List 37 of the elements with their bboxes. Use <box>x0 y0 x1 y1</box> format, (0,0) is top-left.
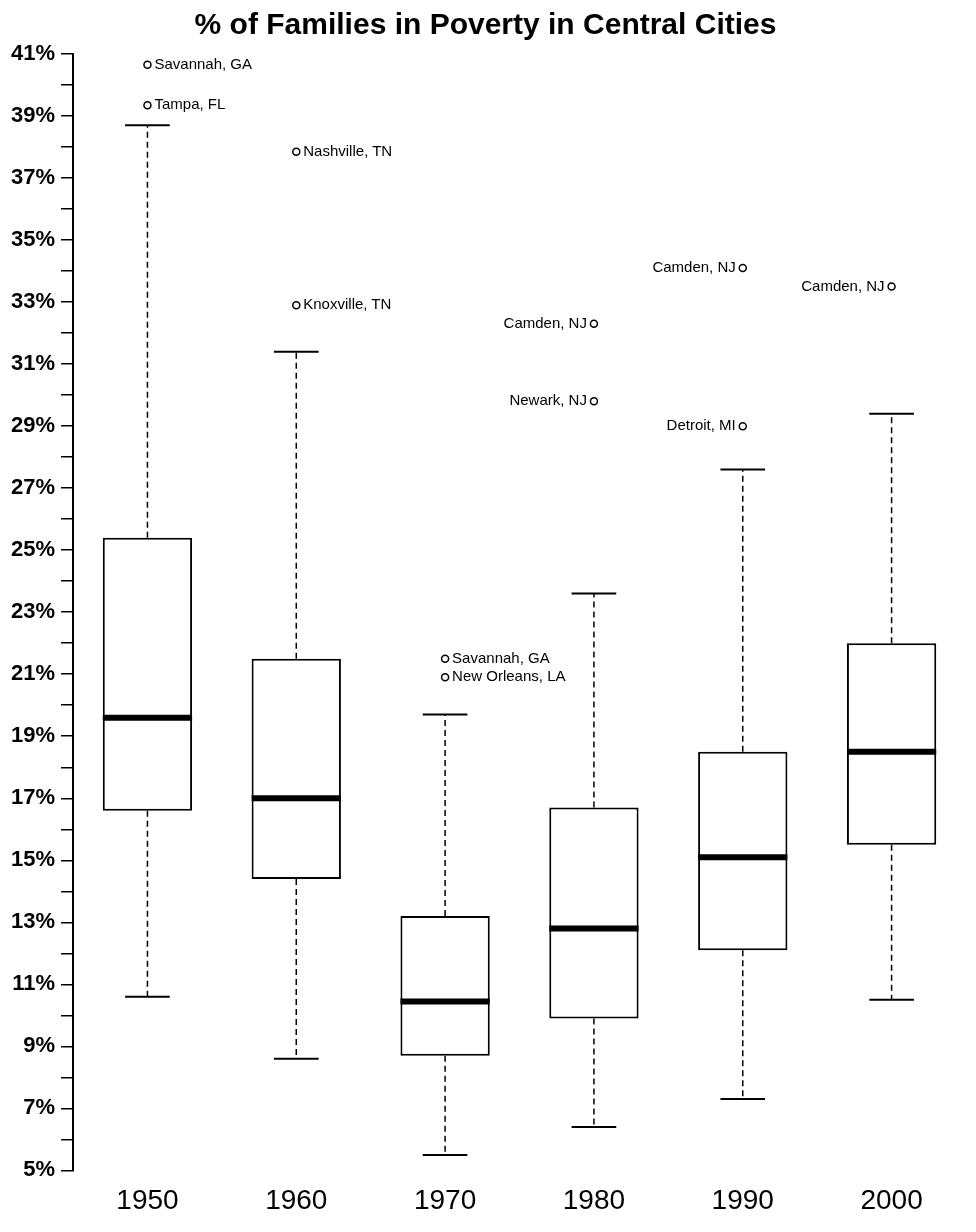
annotation: Savannah, GA <box>452 648 550 666</box>
x-tick-label: 1990 <box>711 1183 774 1215</box>
chart-title: % of Families in Poverty in Central Cities <box>194 7 777 41</box>
annotation: Newark, NJ <box>509 391 587 409</box>
y-tick-label: 13% <box>10 908 56 934</box>
x-tick-label: 2000 <box>860 1183 923 1215</box>
y-tick-label: 15% <box>10 846 56 872</box>
y-tick-label: 39% <box>10 102 56 128</box>
y-tick-label: 11% <box>12 970 56 996</box>
annotation: Knoxville, TN <box>303 295 392 313</box>
y-tick-label: 33% <box>10 288 56 314</box>
y-tick-label: 5% <box>23 1156 56 1182</box>
x-tick-label: 1960 <box>265 1183 328 1215</box>
x-tick-label: 1950 <box>116 1183 179 1215</box>
annotation: Tampa, FL <box>154 95 226 113</box>
y-tick-label: 41% <box>10 40 56 66</box>
y-tick-label: 37% <box>10 164 56 190</box>
y-tick-label: 27% <box>10 474 56 500</box>
x-tick-label: 1980 <box>562 1183 626 1215</box>
annotation: Nashville, TN <box>303 141 393 159</box>
y-tick-label: 29% <box>10 412 56 438</box>
y-tick-label: 23% <box>10 598 56 624</box>
x-tick-label: 1970 <box>413 1183 477 1215</box>
y-tick-label: 31% <box>10 350 56 376</box>
annotation: Detroit, MI <box>666 416 736 434</box>
y-tick-label: 25% <box>10 536 56 562</box>
annotation: Camden, NJ <box>801 276 885 294</box>
annotation: New Orleans, LA <box>452 667 566 685</box>
annotation: Camden, NJ <box>503 313 587 331</box>
y-tick-label: 7% <box>23 1094 56 1120</box>
y-tick-label: 19% <box>10 722 56 748</box>
y-tick-label: 17% <box>10 784 56 810</box>
annotation: Camden, NJ <box>652 258 736 276</box>
y-tick-label: 9% <box>23 1032 56 1058</box>
annotation: Savannah, GA <box>154 54 253 72</box>
y-tick-label: 21% <box>10 660 56 686</box>
y-tick-label: 35% <box>10 226 56 252</box>
